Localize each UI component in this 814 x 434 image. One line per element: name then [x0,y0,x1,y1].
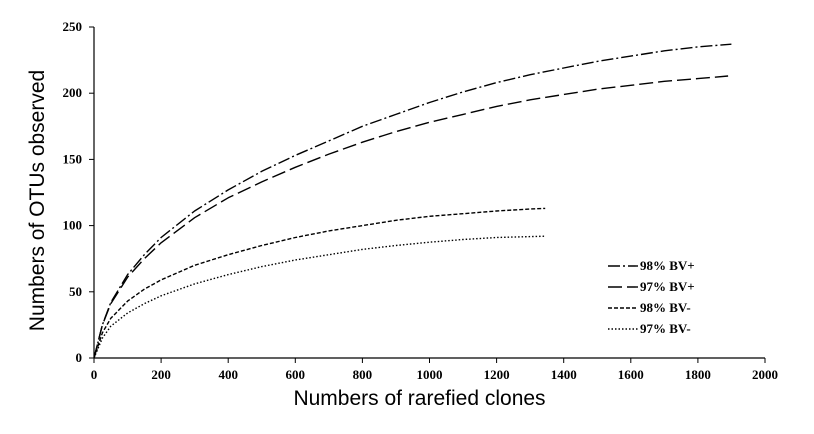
series-line-3 [93,207,546,359]
x-tick-label: 200 [151,367,171,382]
series-line-4 [93,235,546,359]
x-tick-label: 1400 [551,367,577,382]
legend-label-2: 97% BV+ [640,279,695,294]
series-line-2 [93,75,729,359]
x-tick-label: 1000 [417,367,443,382]
y-tick-label: 50 [69,284,82,299]
x-tick-label: 400 [218,367,238,382]
x-tick-label: 1800 [685,367,711,382]
y-tick-label: 200 [63,85,83,100]
y-tick-label: 0 [76,350,83,365]
series-line-1 [93,43,732,359]
x-tick-label: 2000 [752,367,778,382]
x-tick-label: 0 [91,367,98,382]
x-axis-title: Numbers of rarefied clones [293,387,545,410]
y-axis-title: Numbers of OTUs observed [26,70,49,331]
x-tick-label: 600 [286,367,306,382]
axes: 0 200 400 600 800 1000 1200 1400 1600 1800 2000 0 50… [63,19,779,382]
series-layer [93,43,732,359]
legend-label-4: 97% BV- [640,321,691,336]
y-tick-label: 100 [63,218,83,233]
y-tick-label: 150 [63,151,83,166]
x-tick-label: 1200 [484,367,510,382]
y-tick-label: 250 [63,19,83,34]
x-tick-label: 1600 [618,367,644,382]
legend-label-1: 98% BV+ [640,258,695,273]
legend-label-3: 98% BV- [640,300,691,315]
x-tick-label: 800 [353,367,373,382]
legend: 98% BV+ 97% BV+ 98% BV- 97% BV- [608,258,695,336]
